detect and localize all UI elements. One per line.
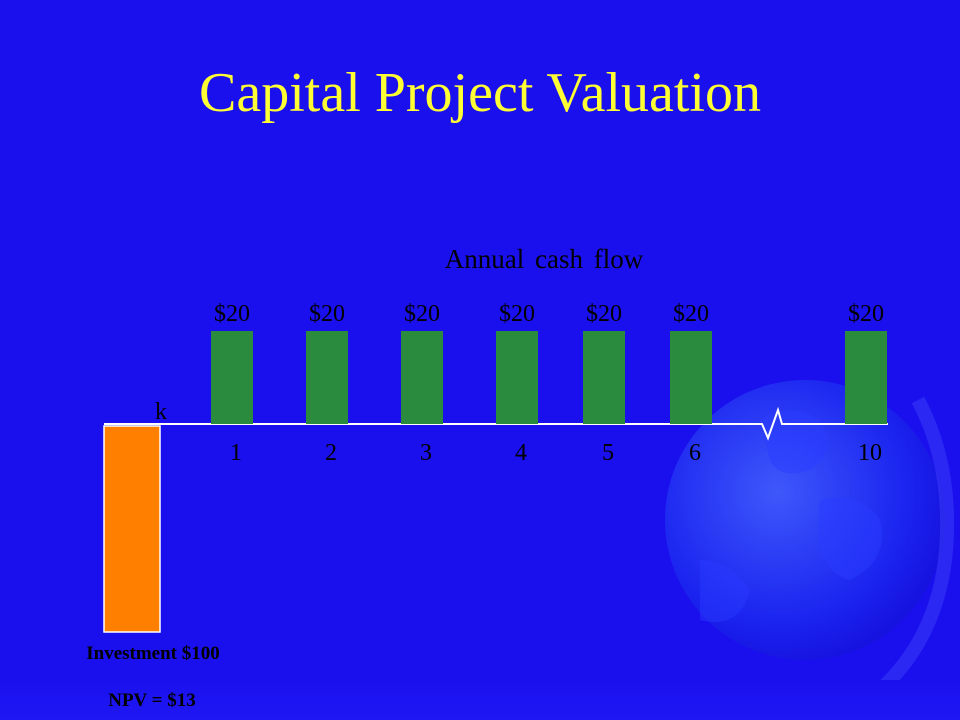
tick-label: 3 bbox=[420, 440, 432, 466]
value-label: $20 bbox=[214, 301, 250, 327]
cash-flow-bar bbox=[845, 331, 887, 424]
cash-flow-bar bbox=[401, 331, 443, 424]
tick-label: 5 bbox=[602, 440, 614, 466]
value-label: $20 bbox=[586, 301, 622, 327]
value-label: $20 bbox=[404, 301, 440, 327]
bottom-band bbox=[0, 680, 960, 720]
rate-label: k bbox=[155, 399, 167, 425]
tick-label: 1 bbox=[230, 440, 242, 466]
tick-label: 4 bbox=[515, 440, 527, 466]
tick-label: 10 bbox=[858, 440, 882, 466]
value-label: $20 bbox=[848, 301, 884, 327]
cash-flow-bar bbox=[211, 331, 253, 424]
npv-label: NPV = $13 bbox=[108, 690, 196, 711]
investment-label: Investment $100 bbox=[86, 643, 220, 664]
value-label: $20 bbox=[673, 301, 709, 327]
cash-flow-bar bbox=[496, 331, 538, 424]
investment-bar bbox=[103, 425, 161, 633]
cash-flow-bar bbox=[306, 331, 348, 424]
cash-flow-bar bbox=[583, 331, 625, 424]
cash-flow-bar bbox=[670, 331, 712, 424]
value-label: $20 bbox=[499, 301, 535, 327]
tick-label: 2 bbox=[325, 440, 337, 466]
value-label: $20 bbox=[309, 301, 345, 327]
slide-title: Capital Project Valuation bbox=[199, 62, 761, 124]
chart-title: Annual cash flow bbox=[445, 244, 644, 274]
time-axis-line bbox=[104, 406, 888, 441]
tick-label: 6 bbox=[689, 440, 701, 466]
